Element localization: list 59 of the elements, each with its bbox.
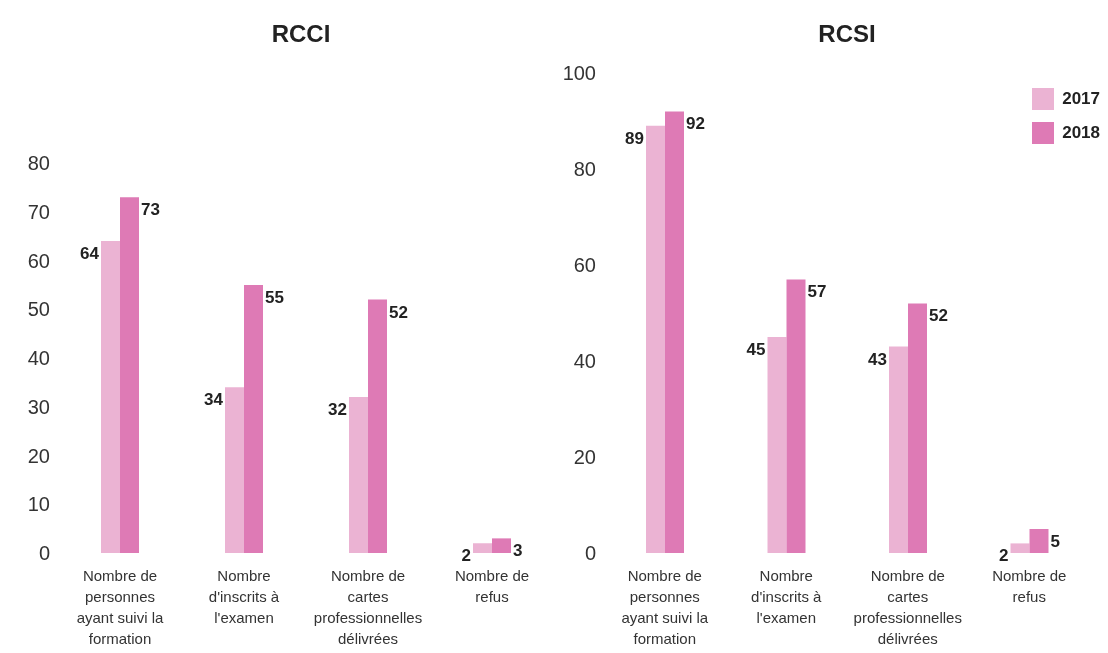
y-tick-label: 80	[573, 158, 596, 181]
bar	[908, 303, 927, 553]
data-label: 73	[141, 200, 160, 220]
bar	[349, 397, 368, 553]
bar	[120, 197, 139, 553]
data-label: 32	[328, 400, 347, 419]
x-tick-label: Nombre d'inscrits à l'examen	[751, 567, 823, 626]
bar	[225, 387, 244, 553]
bar	[492, 538, 511, 553]
x-tick-label: Nombre de cartes professionnelles délivrées	[313, 567, 423, 647]
y-tick-label: 10	[27, 493, 50, 516]
y-tick-label: 100	[562, 62, 596, 85]
y-tick-label: 70	[27, 200, 50, 223]
bar	[368, 299, 387, 553]
data-label: 5	[1050, 532, 1060, 551]
legend-label: 2017	[1062, 89, 1100, 109]
y-tick-label: 60	[573, 254, 596, 277]
x-tick-label: Nombre de personnes ayant suivi la formation	[76, 567, 165, 647]
data-label: 64	[80, 244, 100, 263]
chart-title: RCCI	[270, 20, 332, 48]
x-tick-label: Nombre d'inscrits à l'examen	[208, 567, 280, 626]
bar	[786, 279, 806, 553]
bar	[473, 543, 492, 553]
bar	[767, 337, 787, 553]
chart-title: RCSI	[817, 20, 877, 48]
data-label: 3	[513, 541, 523, 561]
data-label: 52	[929, 306, 948, 326]
y-tick-label: 40	[573, 350, 596, 373]
y-tick-label: 20	[573, 446, 596, 469]
x-tick-label: Nombre de cartes professionnelles délivrées	[853, 567, 962, 647]
y-tick-label: 0	[584, 542, 596, 565]
x-tick-label: Nombre de refus	[992, 567, 1067, 605]
bar	[665, 111, 684, 553]
bar	[1010, 543, 1030, 553]
y-tick-label: 60	[27, 249, 50, 272]
data-label: 43	[868, 349, 887, 369]
data-label: 57	[807, 282, 827, 302]
x-tick-label: Nombre de personnes ayant suivi la formation	[621, 567, 709, 647]
bar	[889, 346, 908, 553]
bar	[244, 284, 263, 553]
x-tick-label: Nombre de refus	[454, 567, 530, 605]
data-label: 34	[204, 390, 224, 410]
data-label: 55	[265, 287, 284, 307]
bar	[101, 241, 120, 553]
y-tick-label: 50	[27, 298, 50, 321]
y-tick-label: 0	[38, 542, 50, 565]
y-tick-label: 40	[27, 347, 50, 370]
y-tick-label: 20	[27, 444, 50, 467]
bar	[646, 125, 665, 553]
legend-label: 2018	[1062, 123, 1100, 143]
data-label: 45	[746, 340, 766, 359]
data-label: 52	[389, 302, 408, 322]
data-label: 2	[461, 546, 471, 566]
y-tick-label: 30	[27, 395, 50, 418]
data-label: 89	[625, 128, 644, 148]
y-tick-label: 80	[27, 152, 50, 175]
data-label: 2	[999, 546, 1009, 566]
bar	[1029, 529, 1049, 553]
data-label: 92	[686, 114, 705, 134]
